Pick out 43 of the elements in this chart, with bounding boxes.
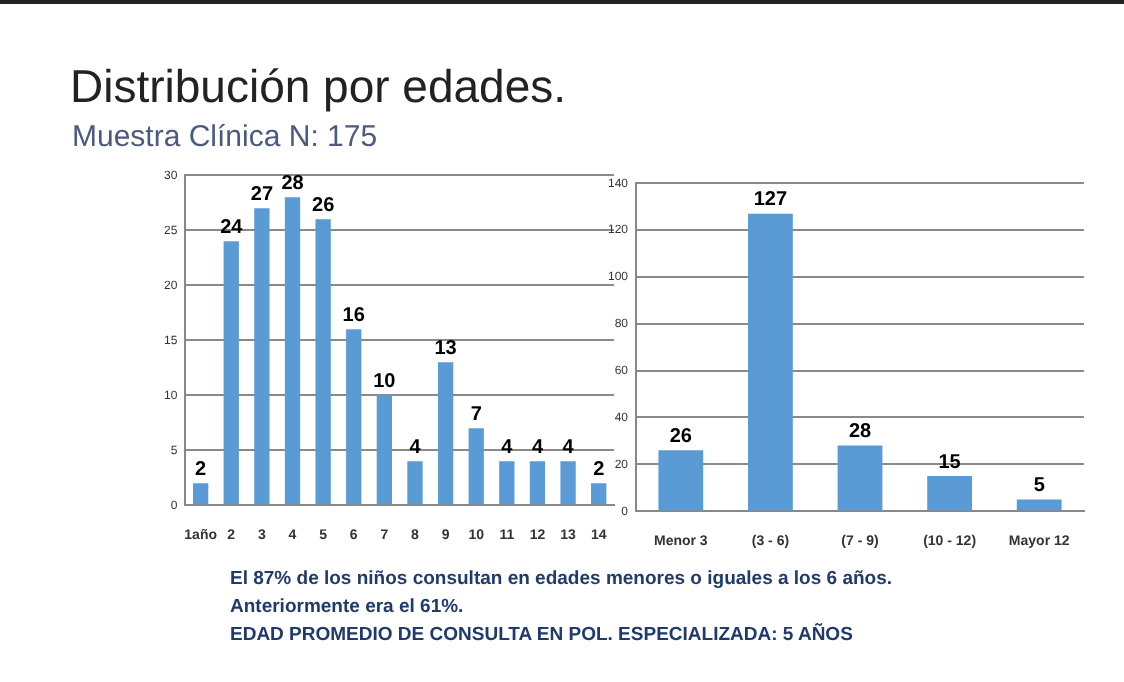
- data-label: 4: [409, 436, 422, 459]
- bar: [591, 483, 607, 505]
- bar: [748, 213, 793, 511]
- chart-subtitle: Muestra Clínica N: 175: [72, 120, 378, 154]
- text: EDAD PROMEDIO DE CONSULTA EN POL. ESPECIALIZADA: 5 AÑOS: [230, 622, 855, 650]
- bar: [499, 461, 515, 505]
- bar: [193, 483, 209, 505]
- data-label: 7: [470, 403, 483, 426]
- bar: [407, 461, 423, 505]
- bar: [254, 208, 270, 505]
- bar: [658, 450, 704, 511]
- bar: [560, 461, 576, 505]
- bar: [927, 476, 973, 511]
- bar: [529, 461, 546, 505]
- bar: [437, 362, 454, 505]
- bar: [284, 197, 301, 505]
- data-label: 4: [531, 436, 544, 459]
- bar: [346, 329, 362, 505]
- bar: [837, 445, 883, 511]
- data-label: 24: [220, 216, 244, 239]
- bar: [223, 241, 239, 505]
- data-label: 2: [195, 458, 208, 481]
- data-label: 16: [342, 304, 366, 327]
- data-label: 28: [848, 421, 873, 444]
- text: El 87% de los niños consultan en edades menores o iguales a los 6 años.: [230, 566, 893, 594]
- data-label: 28: [281, 172, 305, 195]
- data-label: 10: [373, 370, 397, 393]
- data-label: 26: [669, 425, 693, 448]
- chart-title: Distribución por edades.: [70, 60, 567, 114]
- data-label: 127: [753, 189, 788, 212]
- data-label: 2: [593, 458, 606, 481]
- data-label: 26: [312, 194, 336, 217]
- data-label: 15: [938, 451, 962, 474]
- data-label: 5: [1033, 474, 1046, 497]
- bar: [468, 428, 484, 505]
- data-label: 13: [434, 337, 458, 360]
- data-label: 4: [562, 436, 575, 459]
- bar: [1016, 499, 1062, 511]
- bar: [376, 395, 393, 505]
- text: Anteriormente era el 61%.: [230, 594, 466, 622]
- data-label: 27: [250, 183, 274, 206]
- data-label: 4: [501, 436, 514, 459]
- bar: [315, 219, 331, 505]
